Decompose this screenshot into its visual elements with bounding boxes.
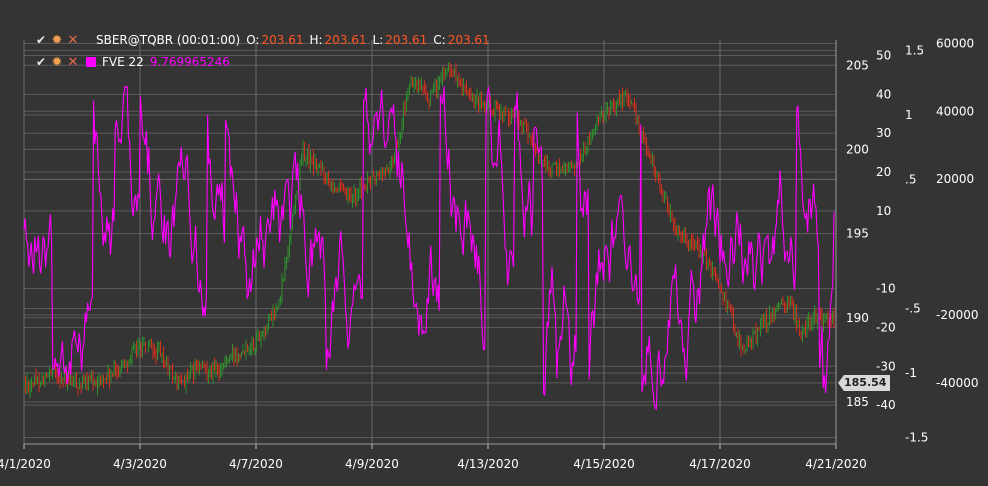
volume-tick-label: 20000 — [936, 172, 974, 186]
fve-line — [23, 85, 835, 411]
x-tick-label: 4/21/2020 — [805, 457, 867, 471]
grid-lines — [23, 40, 837, 444]
fve-tick-label: -10 — [876, 282, 896, 296]
volume-tick-label: -40000 — [936, 376, 979, 390]
volume-ratio-tick-label: -.5 — [905, 301, 921, 315]
fve-tick-label: 30 — [876, 126, 891, 140]
indicator-value: 9.769965246 — [149, 55, 230, 69]
x-tick-label: 4/9/2020 — [345, 457, 399, 471]
check-icon[interactable]: ✔ — [35, 55, 47, 69]
x-tick-label: 4/3/2020 — [113, 457, 167, 471]
volume-tick-label: 60000 — [936, 36, 974, 50]
check-icon[interactable]: ✔ — [35, 33, 47, 47]
price-tick-label: 195 — [846, 227, 869, 241]
gear-icon[interactable]: ✹ — [51, 54, 63, 70]
fve-tick-label: 20 — [876, 165, 891, 179]
indicator-label: FVE 22 — [102, 55, 144, 69]
x-tick-label: 4/15/2020 — [573, 457, 635, 471]
close-icon[interactable]: ✕ — [67, 32, 79, 48]
fve-indicator-series — [23, 85, 835, 411]
volume-ratio-tick-label: 1 — [905, 108, 913, 122]
price-tick-label: 200 — [846, 142, 869, 156]
volume-tick-label: -20000 — [936, 308, 979, 322]
current-price-tag: 185.54 — [838, 375, 891, 391]
low-key: L: — [372, 33, 384, 47]
high-value: 203.61 — [324, 33, 367, 47]
axes: 4/1/2020 4/3/2020 4/7/2020 4/9/2020 4/13/202… — [0, 36, 979, 471]
gear-icon[interactable]: ✹ — [51, 32, 63, 48]
legend-indicator: ✔ ✹ ✕ FVE 22 9.769965246 — [34, 53, 230, 71]
x-tick-label: 4/13/2020 — [457, 457, 519, 471]
fve-tick-label: 50 — [876, 49, 891, 63]
volume-ratio-tick-label: -1 — [905, 366, 917, 380]
fve-tick-label: 10 — [876, 204, 891, 218]
indicator-swatch — [86, 57, 96, 67]
price-tick-label: 205 — [846, 58, 869, 72]
close-icon[interactable]: ✕ — [67, 54, 79, 70]
volume-ratio-tick-label: .5 — [905, 172, 916, 186]
high-key: H: — [309, 33, 323, 47]
x-tick-label: 4/17/2020 — [689, 457, 751, 471]
candlestick-series — [23, 62, 835, 399]
fve-tick-label: 40 — [876, 87, 891, 101]
low-value: 203.61 — [385, 33, 428, 47]
x-tick-label: 4/1/2020 — [0, 457, 51, 471]
x-tick-label: 4/7/2020 — [229, 457, 283, 471]
open-key: O: — [246, 33, 260, 47]
series-label: SBER@TQBR (00:01:00) — [96, 33, 241, 47]
open-value: 203.61 — [261, 33, 304, 47]
fve-tick-label: -20 — [876, 320, 896, 334]
legend-main: ✔ ✹ ✕ SBER@TQBR (00:01:00) O: 203.61 H: … — [34, 31, 496, 49]
fve-tick-label: -40 — [876, 398, 896, 412]
close-value: 203.61 — [447, 33, 490, 47]
volume-ratio-tick-label: 1.5 — [905, 43, 924, 57]
volume-ratio-tick-label: -1.5 — [905, 431, 928, 445]
volume-tick-label: 40000 — [936, 104, 974, 118]
price-tick-label: 185 — [846, 395, 869, 409]
close-key: C: — [433, 33, 446, 47]
price-tick-label: 190 — [846, 311, 869, 325]
fve-tick-label: -30 — [876, 359, 896, 373]
